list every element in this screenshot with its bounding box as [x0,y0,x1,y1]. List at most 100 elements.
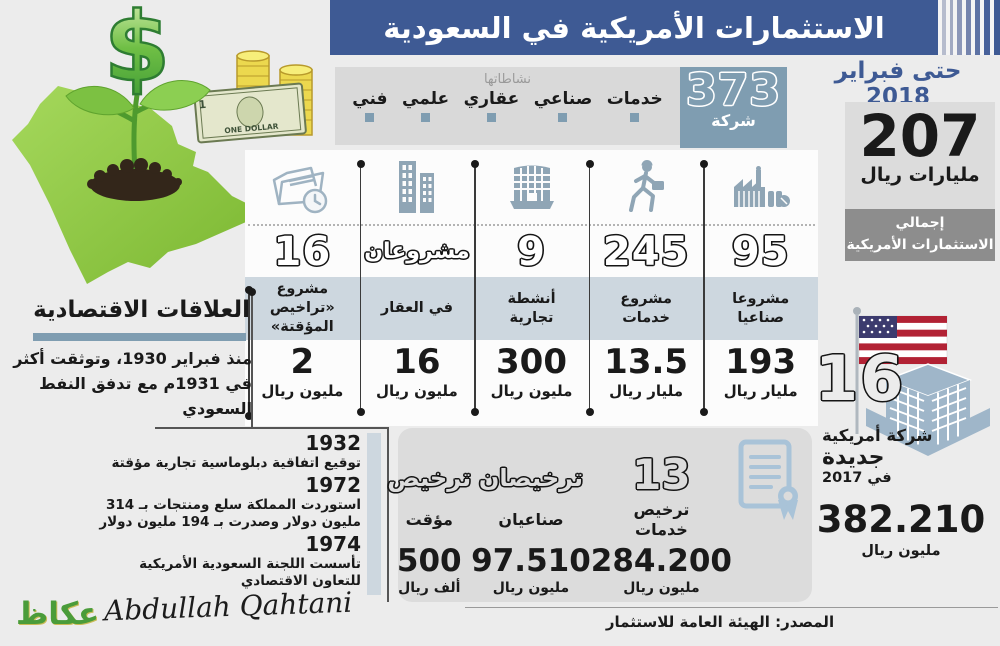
sector-unit: مليون ريال [490,381,573,400]
activity-item: عقاري [463,89,520,122]
license-unit: مليون ريال [623,579,700,596]
plant-leaf-right [139,80,211,111]
activities-heading: نشاطاتها [483,72,532,87]
source-label: المصدر: الهيئة العامة للاستثمار [605,613,835,631]
sector-label: أنشطة تجارية [507,290,556,326]
square-bullet-icon [421,113,431,122]
timeline-entry: 1932 توقيع اتفاقية دبلوماسية تجارية مؤقت… [90,431,361,473]
service-worker-icon [629,159,665,212]
amount-value: 382.210 [816,498,986,541]
activities-box: نشاطاتها خدمات صناعي عقاري علمي فني [335,67,680,145]
timeline-text: استوردت المملكة سلع ومنتجات بـ 314 مليون… [99,496,361,531]
total-unit: مليارات ريال [860,164,980,187]
sector-unit: مليار ريال [723,381,798,400]
company-building-icon [866,363,990,456]
total-value: 207 [859,102,981,170]
sector-value: 16 [393,342,441,382]
license-column-services: 13 ترخيص خدمات 284.200 مليون ريال [591,436,732,596]
activity-label: عقاري [463,89,520,109]
flagpole-finial [853,307,861,315]
timeline: 1932 توقيع اتفاقية دبلوماسية تجارية مؤقت… [90,431,361,591]
sector-count: 16 [273,229,332,275]
heading-underline-bar [33,333,246,341]
new-companies-count: 16 [815,342,906,415]
timeline-year: 1972 [305,472,361,497]
activity-item: علمي [402,89,449,122]
certificate-icon [738,439,798,520]
sector-label: مشروع «تراخيص المؤقتة» [269,281,335,335]
square-bullet-icon [630,113,640,122]
sector-count: 9 [517,229,546,275]
sector-column-industrial: 95 مشروعا صناعيا 193 مليار ريال [703,150,818,426]
page-title: الاستثمارات الأمريكية في السعودية [383,10,885,45]
license-column-industrial: ترخيصان صناعيان 97.510 مليون ريال [471,436,591,596]
sector-value: 193 [725,342,797,382]
sector-column-services: 245 مشروع خدمات 13.5 مليار ريال [589,150,704,426]
sector-column-temp-licenses: 16 مشروع «تراخيص المؤقتة» 2 مليون ريال [245,150,360,426]
new-companies-amount: 382.210 مليون ريال [813,498,989,558]
activity-item: خدمات [607,89,663,122]
towers-icon [398,160,434,213]
license-value: 97.510 [471,543,591,579]
license-label: ترخيص خدمات [633,500,690,539]
activity-item: صناعي [533,89,593,122]
barcode-stripes-decoration [938,0,1000,55]
license-value: 500 [396,543,462,579]
dotted-divider [248,224,815,226]
licenses-box: 13 ترخيص خدمات 284.200 مليون ريال ترخيصا… [387,428,812,602]
timeline-accent-bar [367,433,381,595]
sector-count: 245 [602,229,690,275]
flag-building-illustration [853,307,990,456]
sector-value: 2 [290,342,315,382]
svg-text:1: 1 [198,98,207,112]
timeline-top-border [155,427,389,429]
license-count: ترخيصان [478,464,584,492]
sector-unit: مليون ريال [261,381,344,400]
total-caption: إجمالي الاستثمارات الأمريكية [845,209,995,261]
money-plant-illustration: 1 ONE DOLLAR $ [12,0,313,284]
total-caption-line1: إجمالي [895,215,945,231]
timeline-year: 1974 [305,531,361,556]
sector-value: 13.5 [604,342,689,382]
new-companies-line1: شركة أمريكية [822,426,933,445]
designer-signature: Abdullah Qahtani [103,585,353,628]
new-companies-line3: في 2017 [822,470,892,487]
source-divider [465,607,998,608]
new-companies-caption: شركة أمريكية جديدة في 2017 [822,426,957,486]
relations-heading: العلاقات الاقتصادية [33,297,250,323]
square-bullet-icon [486,113,496,122]
column-separator [357,160,364,416]
sector-unit: مليار ريال [609,381,684,400]
sector-label: مشروعا صناعيا [732,290,790,326]
column-separator [586,160,593,416]
license-unit: مليون ريال [492,579,570,596]
sector-count: مشروعان [364,239,470,264]
activity-label: صناعي [533,89,593,109]
title-bar: الاستثمارات الأمريكية في السعودية [330,0,938,55]
activities-list: خدمات صناعي عقاري علمي فني [335,87,680,122]
timeline-text: تأسست اللجنة السعودية الأمريكية للتعاون … [139,555,361,590]
activity-label: فني [352,89,388,109]
flagpole [855,314,859,434]
bracket-line [248,288,255,427]
sectors-panel: 95 مشروعا صناعيا 193 مليار ريال [245,150,818,426]
column-separator [471,160,478,416]
license-label: صناعيان [498,510,564,529]
factory-icon [733,165,790,207]
timeline-right-border [387,427,389,602]
activity-label: علمي [402,89,450,109]
timeline-entry: 1974 تأسست اللجنة السعودية الأمريكية للت… [90,532,361,591]
relations-intro: منذ فبراير 1930، وتوثقت أكثر في 1931م مع… [13,349,252,418]
us-flag-icon [858,315,948,365]
okaz-logo: عكاظ [16,596,100,632]
plant-leaf-left [65,85,135,116]
total-investment-box: 207 مليارات ريال [845,102,995,209]
activity-item: فني [352,89,388,122]
license-label: مؤقت [405,510,453,529]
square-bullet-icon [365,113,375,122]
soil-mound [87,158,182,201]
office-building-icon [509,165,554,209]
companies-count: 373 [686,65,781,116]
timeline-text: توقيع اتفاقية دبلوماسية تجارية مؤقتة [111,455,361,471]
sector-label: مشروع خدمات [620,290,672,326]
